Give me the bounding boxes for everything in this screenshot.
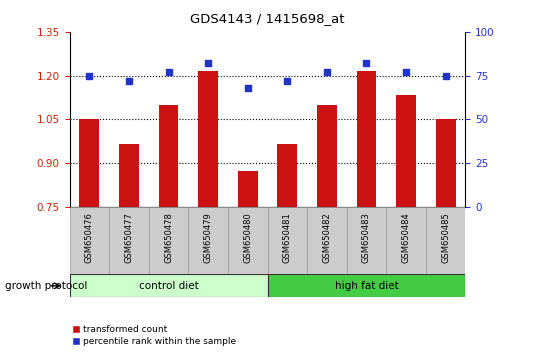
Bar — [198, 71, 218, 207]
Bar — [119, 144, 139, 207]
Legend: transformed count, percentile rank within the sample: transformed count, percentile rank withi… — [68, 321, 240, 349]
Bar — [268, 274, 465, 297]
Text: GSM650476: GSM650476 — [85, 212, 94, 263]
Point — [204, 61, 212, 66]
Point — [362, 61, 371, 66]
Point — [323, 69, 331, 75]
Bar — [436, 120, 456, 207]
Point — [283, 78, 292, 84]
Bar — [307, 207, 347, 274]
Bar — [268, 207, 307, 274]
Text: GSM650481: GSM650481 — [283, 212, 292, 263]
Point — [164, 69, 173, 75]
Text: GSM650477: GSM650477 — [125, 212, 133, 263]
Text: GSM650485: GSM650485 — [441, 212, 450, 263]
Bar — [426, 207, 465, 274]
Bar — [79, 120, 100, 207]
Text: GSM650480: GSM650480 — [243, 212, 252, 263]
Bar — [347, 207, 386, 274]
Bar — [317, 105, 337, 207]
Bar — [228, 207, 268, 274]
Bar — [188, 207, 228, 274]
Bar — [356, 71, 377, 207]
Bar — [278, 144, 297, 207]
Text: GSM650483: GSM650483 — [362, 212, 371, 263]
Bar — [70, 274, 268, 297]
Point — [85, 73, 94, 79]
Bar — [149, 207, 188, 274]
Text: GSM650478: GSM650478 — [164, 212, 173, 263]
Point — [125, 78, 133, 84]
Text: growth protocol: growth protocol — [5, 281, 88, 291]
Bar — [238, 171, 258, 207]
Text: high fat diet: high fat diet — [334, 281, 399, 291]
Bar — [70, 207, 109, 274]
Text: GSM650484: GSM650484 — [402, 212, 410, 263]
Text: GSM650479: GSM650479 — [204, 212, 212, 263]
Point — [402, 69, 410, 75]
Text: GDS4143 / 1415698_at: GDS4143 / 1415698_at — [190, 12, 345, 25]
Bar — [109, 207, 149, 274]
Bar — [386, 207, 426, 274]
Bar — [158, 105, 179, 207]
Text: control diet: control diet — [139, 281, 198, 291]
Text: GSM650482: GSM650482 — [323, 212, 331, 263]
Bar — [396, 95, 416, 207]
Point — [243, 85, 252, 91]
Point — [441, 73, 450, 79]
